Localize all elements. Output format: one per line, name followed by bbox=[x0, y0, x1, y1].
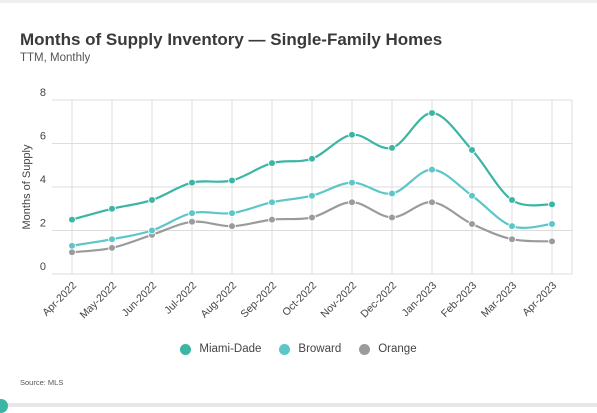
data-point-miami-dade bbox=[348, 131, 356, 139]
data-point-broward bbox=[508, 222, 516, 230]
chart-title: Months of Supply Inventory — Single-Fami… bbox=[20, 30, 443, 49]
x-tick-label: Oct-2022 bbox=[280, 280, 319, 319]
series-points bbox=[68, 109, 556, 257]
data-point-miami-dade bbox=[68, 215, 76, 224]
y-tick-label: 6 bbox=[40, 131, 46, 143]
x-tick-label: Jul-2022 bbox=[162, 280, 199, 317]
x-tick-label: May-2022 bbox=[78, 280, 120, 322]
legend-marker-orange bbox=[359, 343, 371, 355]
y-axis-ticks: 0 2 4 6 8 bbox=[40, 87, 46, 273]
y-tick-label: 8 bbox=[40, 87, 46, 99]
data-point-orange bbox=[508, 235, 516, 244]
data-point-orange bbox=[268, 215, 276, 224]
x-tick-label: Feb-2023 bbox=[439, 280, 479, 320]
data-point-broward bbox=[348, 178, 356, 187]
data-point-broward bbox=[428, 165, 436, 174]
data-point-miami-dade bbox=[308, 154, 316, 163]
data-point-broward bbox=[188, 209, 196, 217]
x-tick-label: Mar-2023 bbox=[479, 280, 519, 320]
legend-marker-broward bbox=[279, 343, 291, 355]
x-tick-label: Apr-2023 bbox=[520, 280, 559, 319]
data-point-miami-dade bbox=[388, 144, 396, 152]
x-tick-label: Jan-2023 bbox=[400, 280, 440, 320]
data-point-orange bbox=[188, 218, 196, 226]
x-tick-label: Sep-2022 bbox=[238, 280, 279, 321]
legend-item-broward: Broward bbox=[279, 343, 341, 355]
data-point-broward bbox=[68, 241, 76, 250]
data-point-broward bbox=[468, 191, 476, 200]
data-point-orange bbox=[228, 222, 236, 230]
data-point-broward bbox=[108, 235, 116, 244]
chart-subtitle: TTM, Monthly bbox=[20, 52, 91, 64]
x-tick-label: Jun-2022 bbox=[120, 280, 160, 320]
legend: Miami-Dade Broward Orange bbox=[0, 343, 597, 355]
data-point-orange bbox=[108, 244, 116, 252]
y-tick-label: 4 bbox=[40, 174, 46, 186]
data-point-miami-dade bbox=[228, 176, 236, 185]
legend-item-orange: Orange bbox=[359, 343, 417, 355]
y-tick-label: 0 bbox=[40, 261, 46, 273]
y-axis-label: Months of Supply bbox=[21, 144, 33, 229]
x-tick-label: Aug-2022 bbox=[198, 280, 239, 321]
data-point-miami-dade bbox=[548, 200, 556, 209]
data-point-orange bbox=[308, 213, 316, 222]
data-point-orange bbox=[468, 220, 476, 228]
data-point-orange bbox=[68, 248, 76, 257]
data-point-broward bbox=[148, 226, 156, 235]
data-point-miami-dade bbox=[108, 204, 116, 213]
data-point-orange bbox=[428, 198, 436, 207]
source-note: Source: MLS bbox=[20, 378, 64, 387]
data-point-miami-dade bbox=[188, 178, 196, 187]
data-point-broward bbox=[308, 191, 316, 200]
bottom-rule bbox=[0, 403, 597, 407]
data-point-miami-dade bbox=[468, 146, 476, 154]
data-point-broward bbox=[268, 198, 276, 207]
grid-lines bbox=[52, 99, 573, 275]
x-tick-label: Apr-2022 bbox=[40, 280, 79, 319]
legend-item-miami-dade: Miami-Dade bbox=[180, 343, 261, 355]
y-tick-label: 2 bbox=[40, 218, 46, 230]
data-point-miami-dade bbox=[428, 109, 436, 117]
data-point-orange bbox=[548, 237, 556, 246]
data-point-orange bbox=[388, 213, 396, 222]
legend-label-broward: Broward bbox=[298, 343, 342, 355]
x-tick-label: Dec-2022 bbox=[358, 280, 399, 321]
data-point-broward bbox=[388, 189, 396, 198]
x-tick-label: Nov-2022 bbox=[318, 280, 359, 321]
top-rule bbox=[0, 0, 597, 3]
data-point-miami-dade bbox=[508, 196, 516, 204]
legend-label-miami-dade: Miami-Dade bbox=[199, 343, 262, 355]
data-point-miami-dade bbox=[148, 196, 156, 204]
legend-marker-miami-dade bbox=[180, 343, 192, 355]
legend-label-orange: Orange bbox=[378, 343, 417, 355]
corner-accent bbox=[0, 399, 8, 413]
data-point-broward bbox=[548, 220, 556, 228]
data-point-broward bbox=[228, 209, 236, 217]
data-point-miami-dade bbox=[268, 159, 276, 167]
data-point-orange bbox=[348, 198, 356, 207]
